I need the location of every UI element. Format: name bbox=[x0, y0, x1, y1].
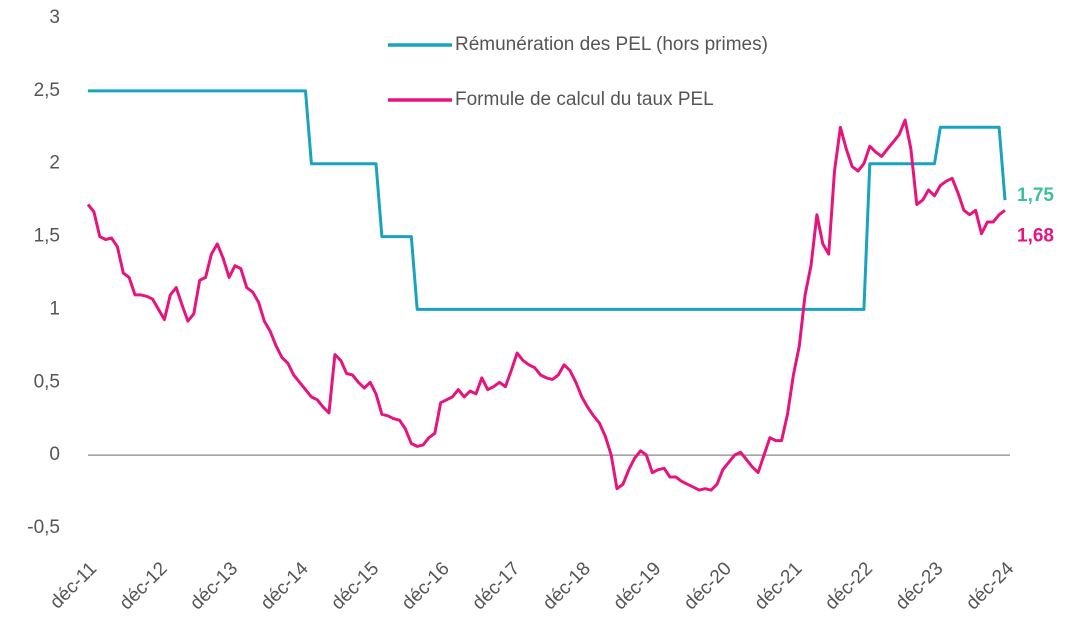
x-tick-label: déc-12 bbox=[116, 558, 172, 614]
y-tick-label: 1 bbox=[49, 298, 60, 319]
x-tick-label: déc-24 bbox=[962, 558, 1018, 614]
legend-label: Formule de calcul du taux PEL bbox=[455, 89, 714, 110]
x-tick-label: déc-18 bbox=[539, 558, 595, 614]
x-tick-label: déc-11 bbox=[46, 558, 101, 613]
x-tick-label: déc-23 bbox=[892, 558, 948, 614]
x-tick-label: déc-22 bbox=[821, 558, 877, 614]
x-tick-label: déc-21 bbox=[751, 558, 807, 614]
x-tick-label: déc-17 bbox=[468, 558, 524, 614]
x-tick-label: déc-19 bbox=[609, 558, 665, 614]
x-tick-label: déc-13 bbox=[186, 558, 242, 614]
legend-label: Rémunération des PEL (hors primes) bbox=[455, 34, 768, 55]
series-line bbox=[86, 118, 1006, 492]
y-tick-label: 2,5 bbox=[34, 80, 60, 101]
y-tick-label: -0,5 bbox=[27, 517, 60, 538]
y-tick-label: 0 bbox=[49, 444, 60, 465]
series-line bbox=[88, 89, 1007, 311]
y-tick-label: 2 bbox=[49, 153, 60, 174]
y-tick-label: 0,5 bbox=[34, 371, 60, 392]
value-label: 1,68 bbox=[1017, 225, 1054, 246]
x-tick-label: déc-15 bbox=[327, 558, 383, 614]
x-tick-label: déc-20 bbox=[680, 558, 736, 614]
y-tick-label: 3 bbox=[49, 7, 60, 28]
y-tick-label: 1,5 bbox=[34, 226, 60, 247]
value-label: 1,75 bbox=[1017, 185, 1054, 206]
x-tick-label: déc-16 bbox=[398, 558, 454, 614]
x-tick-label: déc-14 bbox=[257, 558, 313, 614]
